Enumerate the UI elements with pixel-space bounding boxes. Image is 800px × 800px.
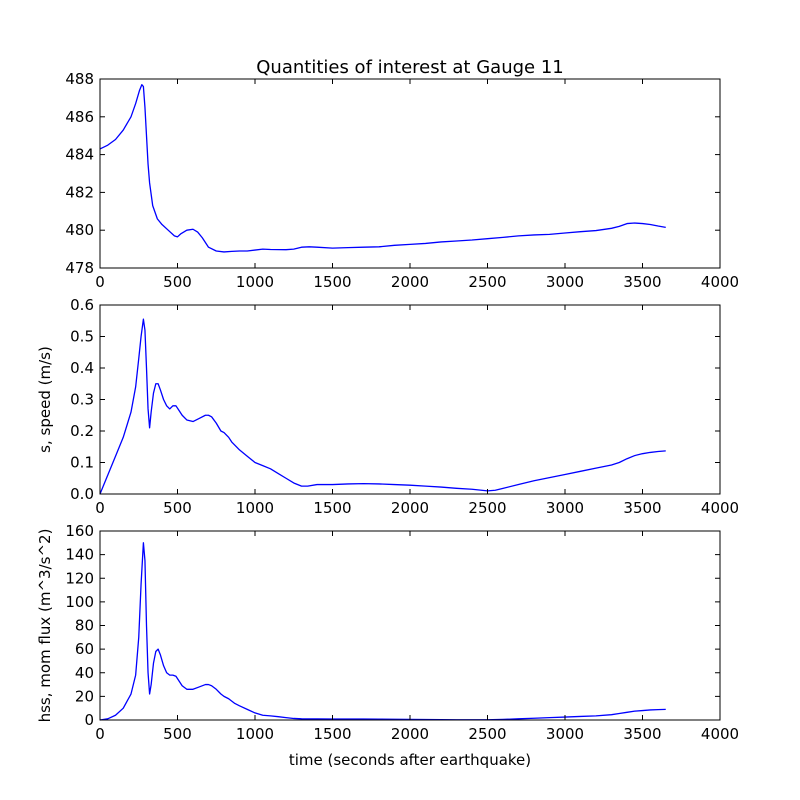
chart-title: Quantities of interest at Gauge 11 <box>256 57 563 78</box>
y-tick-label: 488 <box>65 70 94 88</box>
y-tick-label: 478 <box>65 259 94 277</box>
y-tick-label: 0.2 <box>70 422 94 440</box>
x-tick-label: 1500 <box>313 273 351 291</box>
y-tick-label: 100 <box>65 593 94 611</box>
y-tick-label: 20 <box>75 687 94 705</box>
y-tick-label: 80 <box>75 617 94 635</box>
y-tick-label: 0.6 <box>70 296 94 314</box>
y-tick-label: 0.4 <box>70 359 94 377</box>
x-tick-label: 0 <box>95 499 105 517</box>
x-tick-label: 0 <box>95 273 105 291</box>
y-tick-label: 140 <box>65 546 94 564</box>
plot-frame <box>99 530 721 721</box>
x-tick-label: 500 <box>163 499 192 517</box>
series-line <box>99 542 666 721</box>
x-tick-label: 3500 <box>623 499 661 517</box>
y-tick-label: 0 <box>84 711 94 729</box>
y-tick-label: 120 <box>65 569 94 587</box>
x-tick-label: 4000 <box>701 499 739 517</box>
x-tick-label: 1000 <box>236 725 274 743</box>
x-tick-label: 3000 <box>546 499 584 517</box>
x-tick-label: 3000 <box>546 273 584 291</box>
y-tick-label: 0.3 <box>70 391 94 409</box>
y-tick-label: 482 <box>65 183 94 201</box>
x-tick-label: 1000 <box>236 273 274 291</box>
x-tick-label: 4000 <box>701 273 739 291</box>
y-tick-label: 0.5 <box>70 328 94 346</box>
x-axis-label: time (seconds after earthquake) <box>289 751 531 769</box>
x-tick-label: 3500 <box>623 725 661 743</box>
x-tick-label: 1000 <box>236 499 274 517</box>
plot-frame <box>99 304 721 495</box>
x-tick-label: 2000 <box>391 499 429 517</box>
series-line <box>99 318 666 495</box>
x-tick-label: 500 <box>163 273 192 291</box>
x-tick-label: 1500 <box>313 725 351 743</box>
x-tick-label: 500 <box>163 725 192 743</box>
y-tick-label: 40 <box>75 664 94 682</box>
subplot-2: 0 500 1000 1500 2000 2500 3000 3500 4000 0.0 0.1 0.… <box>36 296 739 517</box>
subplot-1: 0 500 1000 1500 2000 2500 3000 3500 4000 478 480 48… <box>65 57 739 291</box>
subplot-3: 0 500 1000 1500 2000 2500 3000 3500 4000 0 20 40 60 8… <box>36 522 739 769</box>
x-tick-label: 4000 <box>701 725 739 743</box>
y-axis-label: hss, mom flux (m^3/s^2) <box>36 529 54 723</box>
x-tick-label: 2500 <box>468 725 506 743</box>
x-tick-label: 3000 <box>546 725 584 743</box>
y-tick-label: 60 <box>75 640 94 658</box>
x-tick-label: 2000 <box>391 273 429 291</box>
y-tick-label: 160 <box>65 522 94 540</box>
y-tick-label: 486 <box>65 108 94 126</box>
y-axis-label: s, speed (m/s) <box>36 346 54 453</box>
y-tick-label: 484 <box>65 146 94 164</box>
y-tick-label: 480 <box>65 221 94 239</box>
y-tick-label: 0.0 <box>70 485 94 503</box>
x-tick-label: 0 <box>95 725 105 743</box>
x-tick-label: 1500 <box>313 499 351 517</box>
series-line <box>99 84 666 253</box>
x-tick-label: 3500 <box>623 273 661 291</box>
x-tick-label: 2500 <box>468 273 506 291</box>
x-tick-label: 2500 <box>468 499 506 517</box>
y-tick-label: 0.1 <box>70 454 94 472</box>
x-tick-label: 2000 <box>391 725 429 743</box>
plot-frame <box>99 78 721 269</box>
